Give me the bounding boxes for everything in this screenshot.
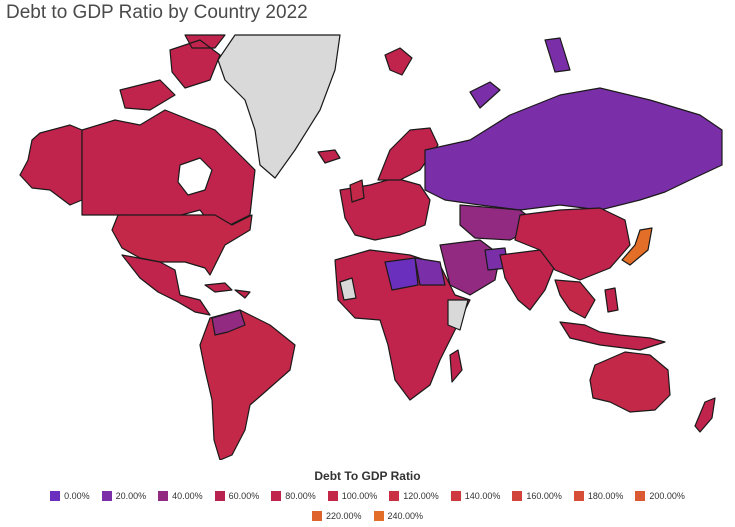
region-indonesia[interactable] [559, 321, 666, 351]
legend-item[interactable]: 20.00% [101, 491, 147, 501]
region-libya[interactable] [384, 257, 419, 291]
region-australia[interactable] [589, 351, 671, 413]
legend-label: 20.00% [115, 491, 147, 501]
region-iceland[interactable] [317, 149, 341, 164]
region-south-america[interactable] [199, 309, 296, 460]
region-new-zealand[interactable] [694, 397, 716, 433]
legend-item[interactable]: 220.00% [311, 511, 362, 521]
legend-swatch [373, 511, 384, 521]
region-philippines[interactable] [604, 287, 619, 313]
legend-item[interactable]: 200.00% [635, 491, 685, 501]
region-somalia[interactable] [447, 299, 469, 331]
region-uk[interactable] [349, 179, 365, 203]
region-madagascar[interactable] [449, 349, 463, 383]
legend-label: 180.00% [587, 491, 624, 501]
region-southeast-asia[interactable] [554, 279, 596, 319]
legend-item[interactable]: 100.00% [327, 491, 378, 501]
hudson-bay [177, 157, 213, 196]
legend-swatch [573, 491, 584, 501]
region-svalbard[interactable] [384, 47, 413, 76]
legend-swatch [101, 491, 112, 501]
legend-item[interactable]: 40.00% [158, 491, 203, 501]
legend-item[interactable]: 180.00% [573, 491, 624, 501]
region-canada[interactable] [81, 109, 256, 231]
legend-item[interactable]: 60.00% [214, 491, 260, 501]
region-colombia-venezuela[interactable] [211, 309, 246, 336]
legend-swatch [327, 491, 338, 501]
legend-label: 120.00% [403, 491, 439, 501]
legend-label: 60.00% [228, 491, 260, 501]
region-novaya-zemlya[interactable] [469, 37, 571, 109]
map-title: Debt to GDP Ratio by Country 2022 [6, 2, 308, 23]
legend-swatch [214, 491, 225, 501]
world-map [19, 34, 723, 460]
region-caribbean[interactable] [204, 282, 251, 299]
legend-swatch [512, 491, 523, 501]
region-japan[interactable] [621, 227, 653, 266]
region-china[interactable] [514, 207, 631, 281]
legend-title: Debt To GDP Ratio [314, 469, 421, 483]
legend-swatch [635, 491, 646, 501]
legend-item[interactable]: 240.00% [373, 511, 424, 521]
legend-swatch [311, 511, 322, 521]
region-russia[interactable] [424, 87, 723, 211]
legend-swatch [50, 491, 61, 501]
legend-swatch [271, 491, 282, 501]
region-greenland[interactable] [217, 34, 341, 179]
legend-item[interactable]: 80.00% [271, 491, 316, 501]
legend-item[interactable]: 160.00% [512, 491, 562, 501]
legend-row-1: 0.00% 20.00% 40.00% 60.00% 80.00% 100.00% 120.… [0, 491, 735, 501]
legend-label: 220.00% [325, 511, 362, 521]
region-usa[interactable] [111, 214, 253, 276]
legend-swatch [389, 491, 400, 501]
region-mexico[interactable] [121, 254, 211, 316]
legend-label: 240.00% [387, 511, 424, 521]
legend-item[interactable]: 140.00% [450, 491, 501, 501]
region-scandinavia[interactable] [377, 127, 439, 181]
legend-row-2: 220.00% 240.00% [0, 511, 735, 521]
region-alaska[interactable] [19, 124, 83, 206]
legend-swatch [450, 491, 461, 501]
region-western-sahara[interactable] [339, 277, 357, 301]
legend-label: 40.00% [172, 491, 203, 501]
legend-label: 160.00% [526, 491, 562, 501]
region-egypt[interactable] [414, 257, 446, 286]
legend-swatch [158, 491, 169, 501]
legend-label: 200.00% [649, 491, 685, 501]
legend-label: 140.00% [464, 491, 501, 501]
legend-label: 0.00% [64, 491, 90, 501]
region-arctic-islands[interactable] [119, 34, 226, 111]
legend-item[interactable]: 120.00% [389, 491, 439, 501]
legend-item[interactable]: 0.00% [50, 491, 90, 501]
legend-label: 100.00% [341, 491, 378, 501]
legend-label: 80.00% [285, 491, 316, 501]
